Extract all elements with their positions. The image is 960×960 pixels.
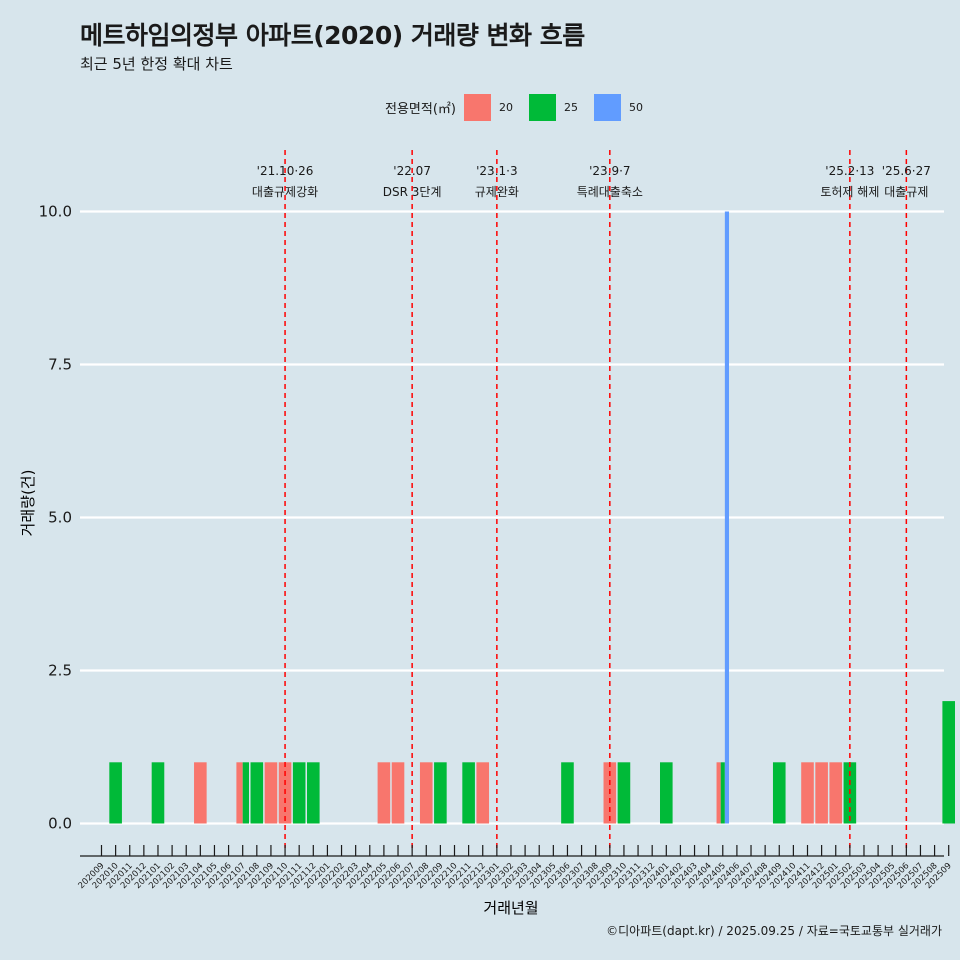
bar-202401-25 [660,762,673,824]
chart-title: 메트하임의정부 아파트(2020) 거래량 변화 흐름 [80,21,585,50]
caption: ©디아파트(dapt.kr) / 2025.09.25 / 자료=국토교통부 실… [606,924,942,938]
bar-202107-25 [242,762,249,824]
y-axis-title: 거래량(건) [19,470,37,537]
event-annotations: '21.10·26 대출규제강화 '22.07 DSR 3단계 '23.1·3 규제완화 '… [252,164,931,199]
y-tick-label: 2.5 [48,662,72,680]
bar-202205-20 [377,762,391,824]
legend-label-50: 50 [628,100,643,114]
bar-202109-20 [264,762,278,824]
bars [109,211,955,824]
bar-202509-25 [942,701,955,824]
bar-202405-50 [724,211,730,824]
legend-swatch-25 [528,93,556,121]
bar-202310-25 [617,762,631,824]
bar-202010-25 [109,762,122,824]
event-date-label: '23.1·3 [476,164,517,178]
bar-202111-25 [292,762,306,824]
legend-item-25: 25 [528,93,590,121]
legend-title: 전용면적(㎡) [385,101,456,117]
bar-202206-20 [391,762,405,824]
event-name-label: 규제완화 [475,185,519,199]
bar-202101-25 [151,762,165,824]
event-date-label: '23.9·7 [589,164,630,178]
grid-lines [80,210,944,825]
bar-202405-20 [716,762,721,824]
bar-202409-25 [772,762,786,824]
bar-202411-20 [801,762,814,824]
chart-subtitle: 최근 5년 한정 확대 차트 [80,55,233,73]
y-tick-label: 7.5 [48,356,72,374]
bar-202212-20 [476,762,490,824]
y-tick-labels: 0.0 2.5 5.0 7.5 10.0 [39,203,72,833]
event-name-label: 대출규제 [884,185,928,199]
y-tick-label: 10.0 [39,203,72,221]
legend-swatch-50 [593,93,621,121]
legend-label-25: 25 [563,100,578,114]
x-axis: 2020092020102020112020122021012021022021… [77,845,954,891]
legend-item-20: 20 [463,93,525,121]
event-date-label: '21.10·26 [257,164,314,178]
legend: 전용면적(㎡) 20 25 50 [385,93,659,121]
bar-202405-25 [720,762,725,824]
y-tick-label: 0.0 [48,815,72,833]
event-lines [284,150,908,850]
event-name-label: 대출규제강화 [252,185,318,199]
y-tick-label: 5.0 [48,509,72,527]
legend-swatch-20 [463,93,491,121]
legend-item-50: 50 [593,93,655,121]
bar-202112-25 [307,762,320,824]
bar-202501-20 [829,762,843,824]
bar-202208-20 [419,762,433,824]
bar-202306-25 [561,762,574,824]
bar-202209-25 [434,762,447,824]
legend-label-20: 20 [498,100,513,114]
event-date-label: '25.2·13 [825,164,874,178]
bar-202104-20 [194,762,207,824]
x-axis-title: 거래년월 [483,899,538,917]
bar-202211-25 [462,762,475,824]
event-name-label: 특례대출축소 [577,185,643,199]
bar-202108-25 [250,762,264,824]
bar-202412-20 [815,762,828,824]
event-date-label: '22.07 [393,164,431,178]
event-date-label: '25.6·27 [882,164,931,178]
event-name-label: 토허제 해제 [820,185,879,199]
bar-202107-20 [236,762,243,824]
event-name-label: DSR 3단계 [383,185,442,199]
